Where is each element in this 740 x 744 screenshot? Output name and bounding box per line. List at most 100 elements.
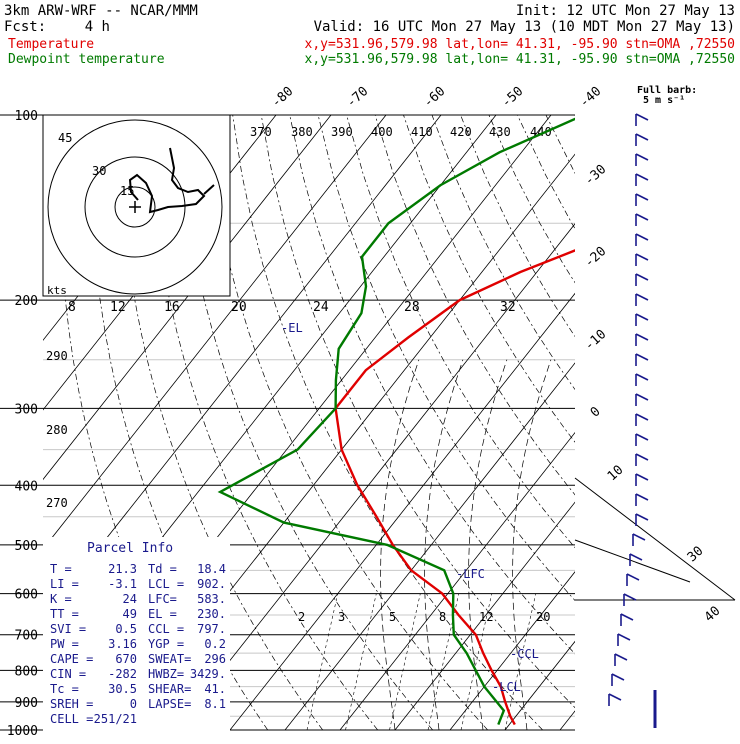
parcel-value-7: -282 [108, 667, 137, 681]
dry-adiabat-440 [631, 115, 740, 730]
hodo-tick-28: 28 [404, 300, 420, 315]
isotherm-label-6: -20 [582, 244, 609, 271]
dewpoint-location: x,y=531.96,579.98 lat,lon= 41.31, -95.90… [305, 52, 735, 67]
hodograph: 15 30 45 kts [43, 115, 230, 297]
isotherm-label-3: -50 [499, 84, 526, 111]
dry-adiabat-300 [233, 115, 543, 730]
theta-label-2: 390 [331, 125, 353, 139]
wind-barb-staff-8 [636, 274, 648, 280]
pressure-label-700: 700 [15, 629, 38, 644]
dry-adiabat-350 [375, 115, 740, 730]
theta-label-1: 380 [291, 125, 313, 139]
parcel-value-9: 0 [130, 697, 137, 711]
wind-barb-staff-28 [612, 674, 624, 680]
isotherm-label-1: -70 [344, 84, 371, 111]
theta-label-4: 410 [411, 125, 433, 139]
parcel-value-6: 670 [115, 652, 137, 666]
parcel-value2-2: 583. [197, 592, 226, 606]
wind-barb-staff-20 [636, 514, 648, 520]
dry-adiabat-320 [290, 115, 653, 730]
hodo-tick-32: 32 [500, 300, 516, 315]
parcel-value-5: 3.16 [108, 637, 137, 651]
mixing-ratio-5 [505, 594, 536, 730]
wind-barbs [609, 114, 655, 728]
wind-barb-staff-2 [636, 154, 648, 160]
dry-adiabat-390 [489, 115, 740, 730]
pressure-label-500: 500 [15, 539, 38, 554]
parcel-value-2: 24 [123, 592, 137, 606]
isotherm-label-4: -40 [577, 84, 604, 111]
isotherm--40 [175, 115, 661, 730]
parcel-value2-9: 8.1 [204, 697, 226, 711]
pressure-label-900: 900 [15, 696, 38, 711]
parcel-value-1: -3.1 [108, 577, 137, 591]
wind-barb-staff-23 [627, 574, 639, 580]
pressure-label-100: 100 [15, 109, 38, 124]
hodograph-ring-label-2: 30 [92, 164, 106, 178]
isotherm-20 [505, 115, 740, 730]
mixing-ratio-label-4: 12 [479, 610, 493, 624]
parcel-key-2: K = [50, 592, 72, 606]
pressure-label-400: 400 [15, 479, 38, 494]
level-marker-lcl: -LCL [492, 680, 521, 694]
isotherm--20 [285, 115, 740, 730]
wind-barb-staff-0 [636, 114, 648, 120]
barb-key-line2: 5 m s⁻¹ [643, 95, 685, 106]
wind-barb-staff-10 [636, 314, 648, 320]
wind-barb-staff-12 [636, 354, 648, 360]
parcel-key-7: CIN = [50, 667, 86, 681]
hodo-tick-24: 24 [313, 300, 329, 315]
theta-label-9: 280 [46, 423, 68, 437]
parcel-key2-8: SHEAR= [148, 682, 191, 696]
parcel-value2-1: 902. [197, 577, 226, 591]
wind-barb-staff-22 [630, 554, 642, 560]
parcel-key2-3: EL = [148, 607, 177, 621]
parcel-info-title: Parcel Info [87, 541, 173, 556]
dry-adiabat-290 [204, 115, 487, 730]
wind-barb-staff-27 [615, 654, 627, 660]
wind-barb-staff-18 [636, 474, 648, 480]
skew-edge-mid [575, 540, 690, 582]
wind-barb-staff-13 [636, 374, 648, 380]
isotherm-label-9: 10 [605, 463, 627, 485]
level-marker-ccl: -CCL [510, 647, 539, 661]
mixing-ratio-0 [307, 594, 338, 730]
series-line-0 [336, 115, 740, 725]
sounding-series [220, 115, 740, 725]
dry-adiabat-380 [461, 115, 740, 730]
parcel-value-4: 0.5 [115, 622, 137, 636]
parcel-key-10: CELL = [50, 712, 93, 726]
wind-barb-staff-16 [636, 434, 648, 440]
parcel-key-0: T = [50, 562, 72, 576]
wind-barb-staff-3 [636, 174, 648, 180]
mixing-ratio-1 [346, 594, 377, 730]
parcel-key2-1: LCL = [148, 577, 184, 591]
parcel-value-0: 21.3 [108, 562, 137, 576]
pressure-label-300: 300 [15, 402, 38, 417]
init-time: Init: 12 UTC Mon 27 May 13 [516, 3, 735, 19]
pressure-label-1000: 1000 [7, 724, 38, 739]
dry-adiabat-400 [517, 115, 740, 730]
dry-adiabat-430 [603, 115, 740, 730]
wind-barb-staff-25 [621, 614, 633, 620]
parcel-key-8: Tc = [50, 682, 79, 696]
parcel-key2-2: LFC= [148, 592, 177, 606]
wind-barb-staff-21 [633, 534, 645, 540]
model-title: 3km ARW-WRF -- NCAR/MMM [4, 3, 198, 19]
parcel-value2-3: 230. [197, 607, 226, 621]
parcel-key2-5: YGP = [148, 637, 184, 651]
parcel-key2-7: HWBZ= [148, 667, 184, 681]
dry-adiabat-460 [688, 115, 740, 730]
theta-label-6: 430 [489, 125, 511, 139]
wind-barb-staff-7 [636, 254, 648, 260]
isotherm-label-8: 0 [588, 404, 604, 420]
parcel-key-4: SVI = [50, 622, 86, 636]
parcel-key-3: TT = [50, 607, 79, 621]
wind-barb-staff-6 [636, 234, 648, 240]
theta-label-3: 400 [371, 125, 393, 139]
hodo-tick-20: 20 [231, 300, 247, 315]
isotherm-label-5: -30 [582, 162, 609, 189]
series-line-1 [220, 115, 584, 725]
wind-barb-staff-24 [624, 594, 636, 600]
